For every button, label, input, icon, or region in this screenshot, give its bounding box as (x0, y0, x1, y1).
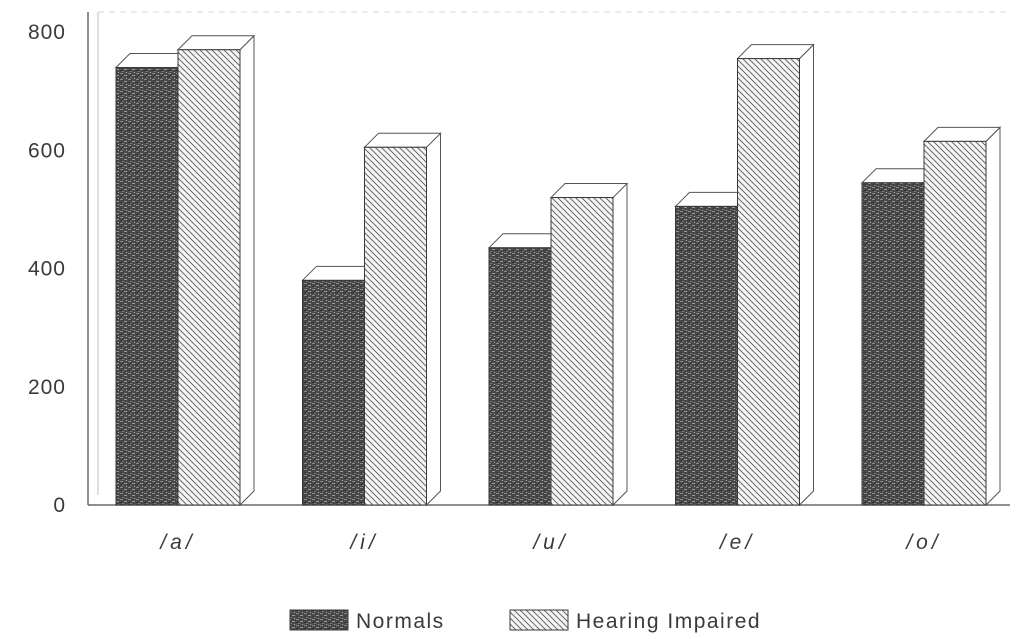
legend-label: Normals (356, 610, 445, 633)
legend-swatch (509, 609, 569, 631)
legend-item-hearing-impaired: Hearing Impaired (509, 609, 761, 633)
bar-front-face (115, 66, 179, 506)
bar-hearing-impaired (363, 132, 442, 507)
legend-label: Hearing Impaired (576, 610, 761, 633)
bar-top-face (176, 35, 256, 51)
bars-layer (114, 34, 1002, 507)
bar-front-face (923, 140, 987, 506)
bar-side-face (426, 132, 441, 507)
bar-top-face (549, 183, 629, 199)
legend-item-normals: Normals (289, 609, 445, 633)
bar-front-face (737, 58, 800, 506)
bar-hearing-impaired (176, 34, 256, 507)
bar-front-face (302, 279, 365, 506)
x-tick-label: /u/ (531, 531, 568, 554)
x-tick-label: /o/ (904, 531, 941, 554)
y-tick-label: 400 (28, 258, 66, 281)
bar-front-face (550, 197, 614, 506)
bar-side-face (239, 34, 255, 507)
bar-front-face (675, 205, 738, 506)
bar-top-face (922, 126, 1002, 142)
bar-front-face (177, 49, 241, 506)
bar-top-face (736, 44, 815, 60)
bar-side-face (985, 126, 1001, 507)
bar-hearing-impaired (549, 182, 629, 507)
bar-side-face (799, 43, 814, 507)
bar-top-face (363, 132, 442, 148)
x-tick-label: /a/ (158, 531, 195, 554)
y-tick-label: 800 (28, 21, 66, 44)
x-tick-label: /e/ (718, 531, 755, 554)
x-tick-label: /i/ (348, 531, 378, 554)
bar-hearing-impaired (736, 43, 815, 507)
y-tick-label: 0 (53, 494, 66, 517)
y-tick-label: 600 (28, 139, 66, 162)
bar-side-face (612, 182, 628, 507)
bar-front-face (364, 146, 427, 506)
bar-front-face (488, 247, 552, 506)
legend: Normals Hearing Impaired (289, 609, 761, 633)
bar-hearing-impaired (922, 126, 1002, 507)
y-tick-label: 200 (28, 376, 66, 399)
labels-layer: 0 200 400 600 800/a/ /i/ /u/ /e/ /o/ (28, 21, 941, 554)
bar-front-face (861, 182, 925, 506)
legend-swatch (289, 609, 349, 631)
